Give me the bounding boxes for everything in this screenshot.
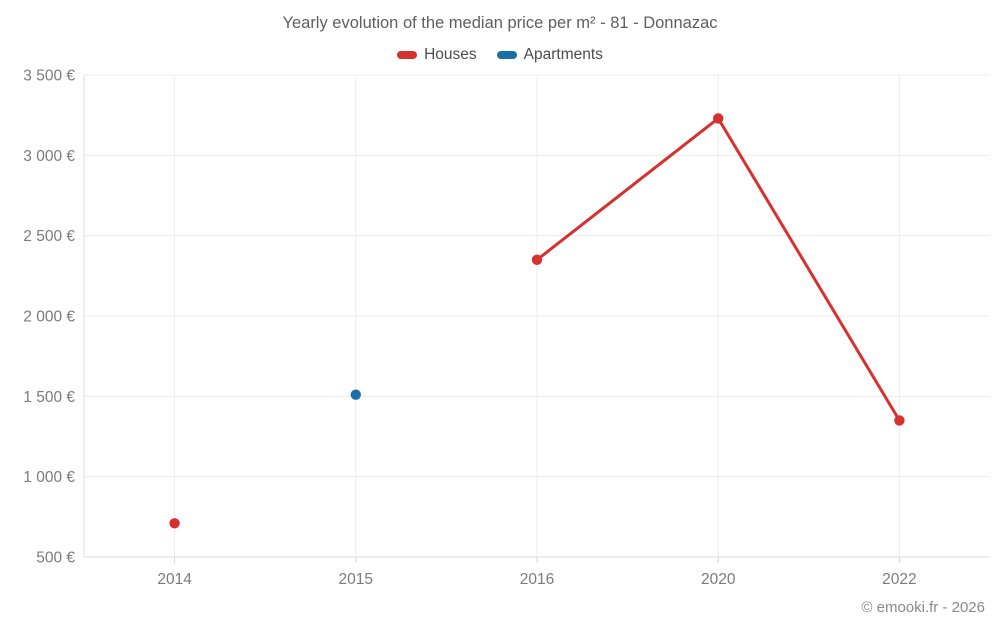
y-axis-label: 2 500 €	[23, 228, 75, 245]
x-axis-label: 2022	[882, 571, 916, 588]
x-axis-label: 2015	[339, 571, 373, 588]
y-axis-label: 1 000 €	[23, 469, 75, 486]
legend-label-apartments: Apartments	[523, 46, 603, 63]
y-axis-label: 500 €	[36, 550, 75, 567]
data-point-houses-2020[interactable]	[713, 113, 724, 124]
legend-label-houses: Houses	[424, 46, 477, 63]
legend-swatch-apartments-icon	[496, 51, 517, 59]
y-axis-label: 3 500 €	[23, 68, 75, 85]
y-axis-label: 2 000 €	[23, 309, 75, 326]
x-axis-label: 2020	[701, 571, 736, 588]
y-axis-label: 1 500 €	[23, 389, 75, 406]
copyright-credit: © emooki.fr - 2026	[861, 599, 985, 616]
chart-title: Yearly evolution of the median price per…	[282, 14, 718, 32]
data-point-houses-2022[interactable]	[894, 415, 905, 426]
data-point-apartments-2015[interactable]	[350, 389, 361, 400]
x-axis-label: 2016	[520, 571, 554, 588]
chart-legend: Houses Apartments	[0, 46, 1000, 64]
data-point-houses-2016[interactable]	[531, 254, 543, 265]
legend-item-houses[interactable]: Houses	[397, 46, 477, 64]
legend-item-apartments[interactable]: Apartments	[496, 46, 603, 64]
legend-swatch-houses-icon	[397, 51, 418, 59]
x-axis-label: 2014	[157, 571, 192, 588]
y-axis-label: 3 000 €	[23, 148, 75, 165]
data-point-houses-2014[interactable]	[169, 518, 180, 529]
